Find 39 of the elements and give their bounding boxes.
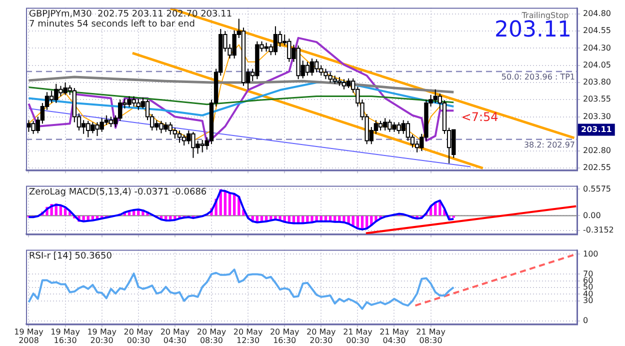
chart-title: RSI-r [14] 50.3650	[29, 252, 112, 262]
y-tick-label: 204.80	[583, 9, 611, 18]
x-tick-label: 19 May 20:30	[87, 327, 117, 345]
x-tick-label: 19 May 2008	[14, 327, 44, 345]
x-tick-label: 20 May 12:30	[233, 327, 263, 345]
y-tick-label: 202.80	[583, 146, 611, 156]
y-tick-label: 202.55	[583, 163, 611, 172]
x-tick-label: 20 May 08:30	[196, 327, 226, 345]
y-tick-label: 70	[583, 269, 594, 278]
annotation: TrailingStop	[520, 10, 569, 20]
y-tick-label: 0.5575	[583, 184, 611, 194]
y-tick-label: -0.3152	[583, 226, 614, 235]
y-tick-label: 60	[583, 276, 594, 285]
y-tick-label: 50	[583, 282, 594, 292]
y-tick-label: 204.05	[583, 60, 611, 70]
y-tick-label: 30	[583, 296, 594, 305]
x-tick-label: 20 May 16:30	[270, 327, 300, 345]
x-tick-label: 19 May 16:30	[50, 327, 80, 345]
y-tick-label: 100	[583, 249, 598, 258]
y-tick-label: 204.55	[583, 26, 611, 36]
x-tick-label: 21 May 00:30	[343, 327, 373, 345]
x-tick-label: 20 May 00:30	[124, 327, 154, 345]
y-tick-label: 204.30	[583, 43, 611, 52]
annotation: <7:54	[461, 110, 498, 124]
x-tick-label: 21 May 08:30	[416, 327, 446, 345]
y-tick-label: 203.30	[583, 112, 611, 121]
y-tick-label: 203.80	[583, 78, 611, 87]
chart-title: ZeroLag MACD(5,13,4) -0.0371 -0.0686	[29, 188, 207, 198]
text: 7 minutes 54 seconds left to bar end	[29, 20, 195, 30]
annotation: 203.11	[581, 124, 612, 134]
x-tick-label: 21 May 04:30	[380, 327, 410, 345]
y-tick-label: 0	[583, 316, 588, 325]
y-tick-label: 40	[583, 289, 594, 298]
y-tick-label: 203.55	[583, 94, 611, 104]
ref-line-label: 50.0: 203.96 : TP1	[501, 72, 575, 82]
x-tick-label: 20 May 04:30	[160, 327, 190, 345]
ref-line-label: 38.2: 202.97	[524, 140, 575, 150]
y-tick-label: 0.00	[583, 210, 601, 220]
x-tick-label: 20 May 20:30	[306, 327, 336, 345]
